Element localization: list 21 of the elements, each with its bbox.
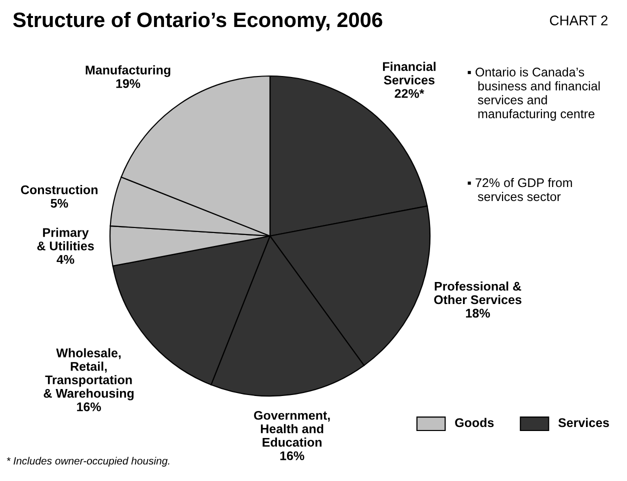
text: ▪ Ontario is Canada’s business and financial services and manufacturing centre xyxy=(468,67,600,121)
slice-label: Manufacturing xyxy=(86,65,170,77)
text: * Includes owner-occupied housing. xyxy=(6,456,170,467)
text: CHART 2 xyxy=(550,16,608,26)
slice-label: Professional & Other Services xyxy=(434,282,522,304)
text: ▪ 72% of GDP from services sector xyxy=(468,178,572,202)
slice-label: Wholesale, Retail, Transportation & Warehousing xyxy=(44,348,134,400)
chart-title: Structure of Ontario’s Economy, 2006 xyxy=(13,12,382,32)
text: Goods xyxy=(455,418,494,428)
text: Services xyxy=(558,418,609,428)
data-label: 4% xyxy=(56,255,74,264)
data-label: 22%* xyxy=(394,89,424,98)
slice-label: Construction xyxy=(20,185,98,194)
data-label: 18% xyxy=(466,308,490,318)
data-label: 19% xyxy=(116,79,140,88)
slice-label: Financial Services xyxy=(383,62,436,84)
slice-label: Government, Health and Education xyxy=(254,410,330,447)
data-label: 16% xyxy=(77,402,101,412)
data-label: 16% xyxy=(280,451,304,460)
data-label: 5% xyxy=(50,198,68,208)
slice-label: Primary & Utilities xyxy=(37,228,94,250)
